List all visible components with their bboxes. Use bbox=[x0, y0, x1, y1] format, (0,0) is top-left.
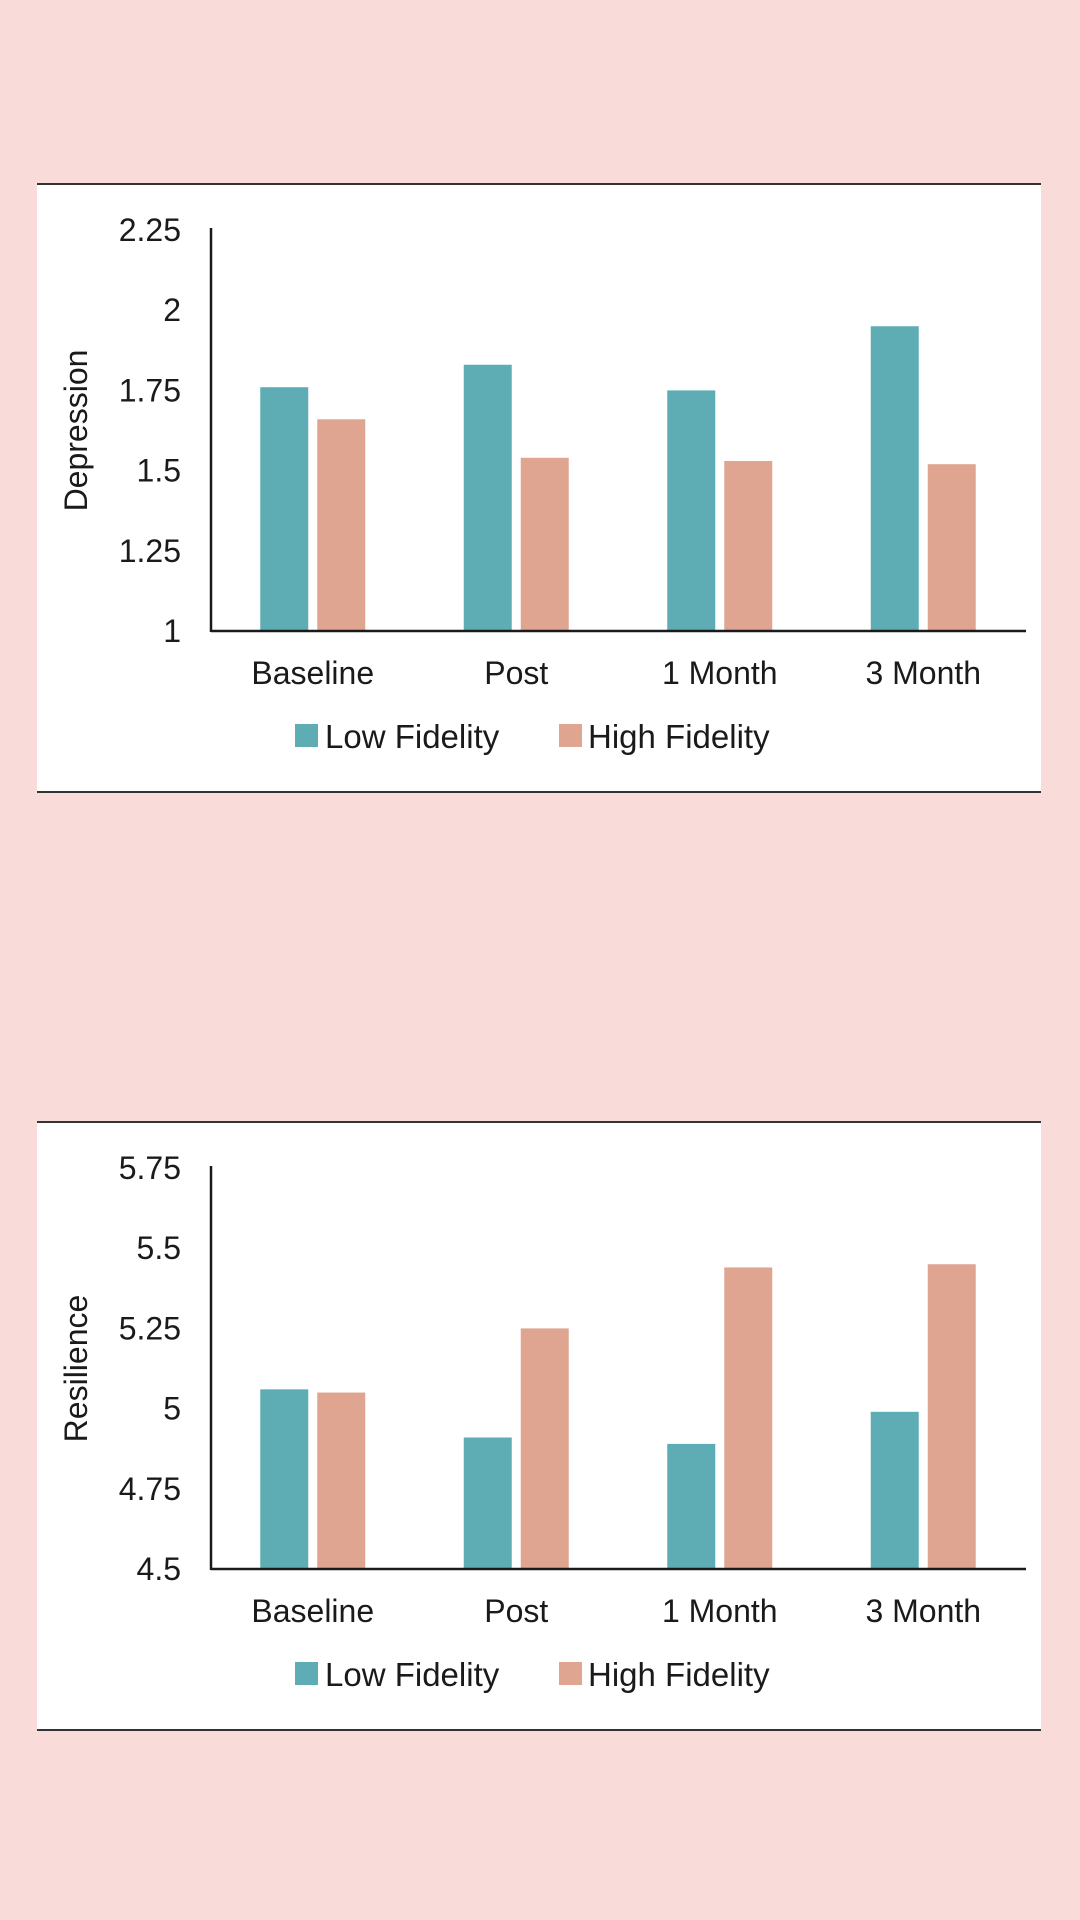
bar-high-fidelity bbox=[724, 1267, 773, 1569]
x-category-label: 1 Month bbox=[662, 655, 778, 691]
x-category-label: 3 Month bbox=[865, 1593, 981, 1629]
resilience-chart: 4.5 4.75 5 5.25 5.5 5.75 Resilience Baseline Pos… bbox=[58, 1150, 1026, 1693]
legend-swatch-high-fidelity bbox=[559, 724, 582, 747]
x-category-label: Baseline bbox=[251, 1593, 374, 1629]
y-axis-title: Depression bbox=[58, 350, 94, 512]
bar-low-fidelity bbox=[667, 1443, 716, 1569]
y-tick-label: 5.25 bbox=[119, 1310, 181, 1346]
bar-high-fidelity bbox=[520, 457, 569, 631]
bar-high-fidelity bbox=[724, 460, 773, 631]
bar-high-fidelity bbox=[927, 1264, 976, 1569]
x-category-label: Baseline bbox=[251, 655, 374, 691]
x-category-label: Post bbox=[484, 1593, 548, 1629]
x-category-label: Post bbox=[484, 655, 548, 691]
y-tick-label: 1.75 bbox=[119, 372, 181, 408]
y-tick-label: 1.25 bbox=[119, 533, 181, 569]
y-tick-label: 5 bbox=[163, 1391, 181, 1427]
bar-high-fidelity bbox=[520, 1328, 569, 1569]
legend: Low Fidelity High Fidelity bbox=[295, 1656, 770, 1693]
y-axis-title: Resilience bbox=[58, 1295, 94, 1443]
bar-low-fidelity bbox=[260, 387, 309, 631]
y-tick-label: 2 bbox=[163, 292, 181, 328]
x-category-label: 3 Month bbox=[865, 655, 981, 691]
bar-high-fidelity bbox=[927, 464, 976, 631]
y-tick-label: 1.5 bbox=[137, 453, 181, 489]
resilience-chart-panel: 4.5 4.75 5 5.25 5.5 5.75 Resilience Baseline Pos… bbox=[37, 1121, 1041, 1731]
bar-low-fidelity bbox=[870, 326, 919, 631]
legend-swatch-high-fidelity bbox=[559, 1662, 582, 1685]
bar-low-fidelity bbox=[667, 390, 716, 631]
depression-chart-panel: 1 1.25 1.5 1.75 2 2.25 Depression Baseline Post 1… bbox=[37, 183, 1041, 793]
legend-label-high-fidelity: High Fidelity bbox=[588, 1656, 770, 1693]
legend-swatch-low-fidelity bbox=[295, 1662, 318, 1685]
bar-low-fidelity bbox=[260, 1389, 309, 1569]
y-tick-label: 1 bbox=[163, 613, 181, 649]
legend-label-high-fidelity: High Fidelity bbox=[588, 718, 770, 755]
y-tick-label: 5.5 bbox=[137, 1230, 181, 1266]
legend-swatch-low-fidelity bbox=[295, 724, 318, 747]
y-tick-label: 4.5 bbox=[137, 1551, 181, 1587]
y-tick-label: 5.75 bbox=[119, 1150, 181, 1186]
legend: Low Fidelity High Fidelity bbox=[295, 718, 770, 755]
legend-label-low-fidelity: Low Fidelity bbox=[325, 1656, 500, 1693]
bar-low-fidelity bbox=[463, 364, 512, 631]
bar-high-fidelity bbox=[317, 1392, 366, 1569]
legend-label-low-fidelity: Low Fidelity bbox=[325, 718, 500, 755]
bar-low-fidelity bbox=[463, 1437, 512, 1569]
x-category-label: 1 Month bbox=[662, 1593, 778, 1629]
y-tick-label: 2.25 bbox=[119, 212, 181, 248]
bar-high-fidelity bbox=[317, 419, 366, 631]
y-tick-label: 4.75 bbox=[119, 1471, 181, 1507]
depression-chart: 1 1.25 1.5 1.75 2 2.25 Depression Baseline Post 1… bbox=[58, 212, 1026, 755]
bar-low-fidelity bbox=[870, 1411, 919, 1569]
